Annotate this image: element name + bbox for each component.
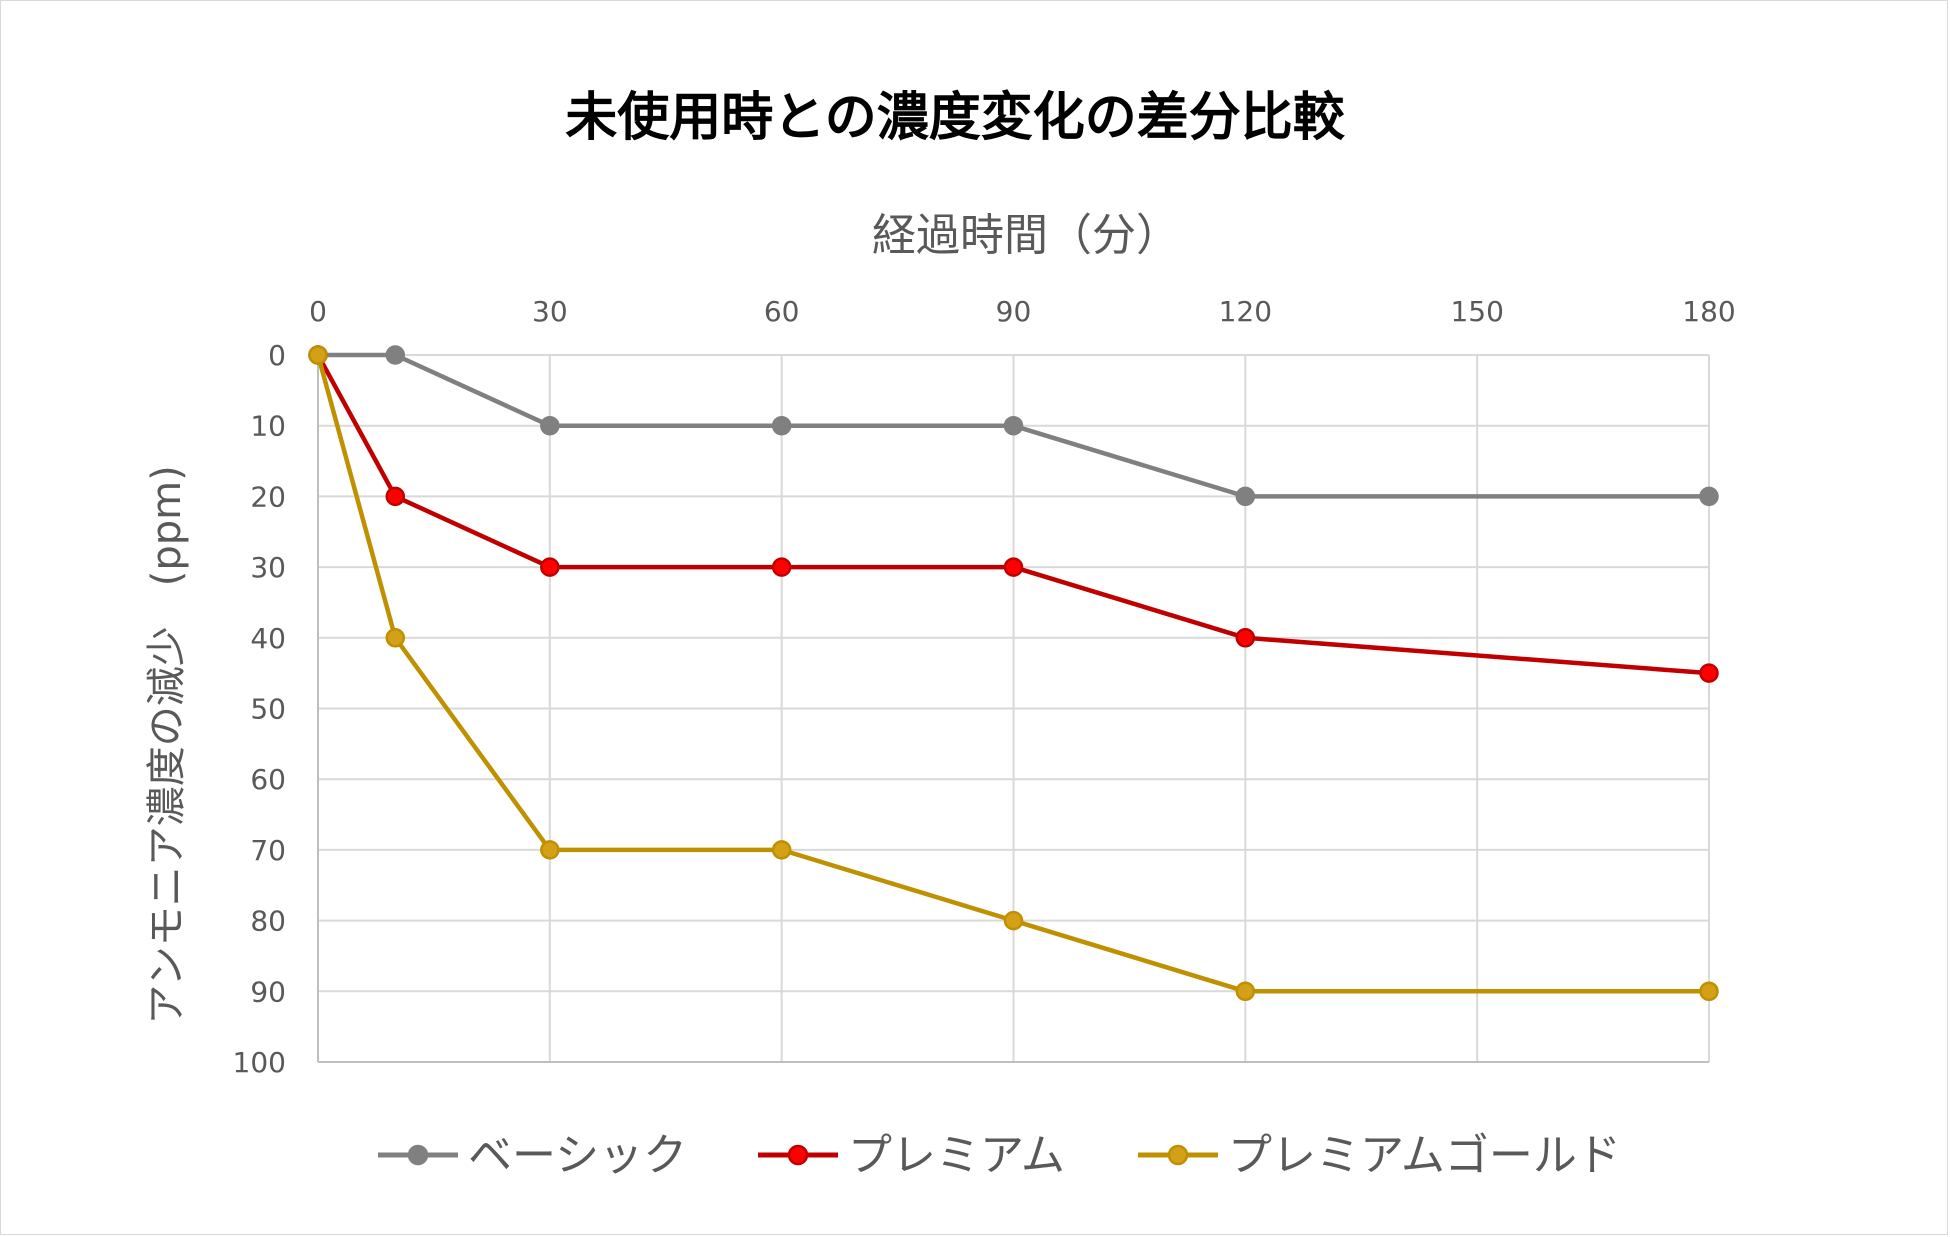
grid — [317, 354, 1710, 1063]
data-point — [308, 345, 328, 365]
data-point — [1003, 910, 1024, 931]
series — [308, 345, 1719, 1002]
y-tick-label: 10 — [250, 410, 286, 443]
data-point — [385, 486, 406, 507]
y-tick-label: 50 — [250, 693, 286, 726]
data-point — [540, 557, 560, 577]
data-point — [1235, 981, 1256, 1002]
y-tick-label: 70 — [250, 834, 286, 867]
y-tick-label: 30 — [250, 551, 286, 584]
y-tick-label: 60 — [250, 763, 286, 796]
data-point — [771, 840, 792, 860]
legend-label: プレミアムゴールド — [1228, 1130, 1621, 1181]
y-axis-title: アンモニア濃度の減少 (ppm) — [144, 465, 190, 1024]
y-tick-label: 100 — [233, 1046, 286, 1079]
legend-marker — [407, 1144, 429, 1166]
data-point — [771, 557, 792, 577]
x-tick-label: 90 — [996, 295, 1032, 328]
data-point — [540, 840, 560, 860]
axis-ticks: 0 30 60 90 120 150 180 0 10 20 30 40 50 60 70 80 90 100 — [233, 295, 1736, 1079]
x-tick-label: 180 — [1682, 295, 1735, 328]
y-tick-label: 90 — [250, 975, 286, 1008]
data-point — [385, 628, 406, 648]
data-point — [1003, 557, 1024, 577]
data-point — [1699, 981, 1719, 1002]
x-tick-label: 30 — [532, 295, 568, 328]
x-tick-label: 150 — [1450, 295, 1503, 328]
chart-title: 未使用時との濃度変化の差分比較 — [565, 88, 1345, 148]
legend-label: プレミアム — [848, 1130, 1065, 1181]
y-tick-label: 0 — [268, 339, 286, 372]
data-point — [1003, 415, 1024, 436]
legend-label: ベーシック — [468, 1130, 687, 1181]
x-axis-title: 経過時間（分） — [872, 210, 1180, 261]
data-point — [540, 415, 560, 436]
data-point — [771, 415, 792, 436]
y-tick-label: 40 — [250, 622, 286, 655]
data-point — [1699, 486, 1719, 507]
y-tick-label: 80 — [250, 905, 286, 938]
data-point — [1699, 663, 1719, 683]
legend-marker — [1167, 1144, 1189, 1166]
data-point — [1235, 486, 1256, 507]
x-tick-label: 0 — [309, 295, 327, 328]
legend-marker — [787, 1144, 809, 1166]
data-point — [1235, 628, 1256, 648]
x-tick-label: 120 — [1219, 295, 1272, 328]
y-tick-label: 20 — [250, 480, 286, 513]
legend: ベーシック プレミアム プレミアムゴールド — [378, 1130, 1621, 1181]
data-point — [385, 345, 406, 365]
x-tick-label: 60 — [764, 295, 800, 328]
